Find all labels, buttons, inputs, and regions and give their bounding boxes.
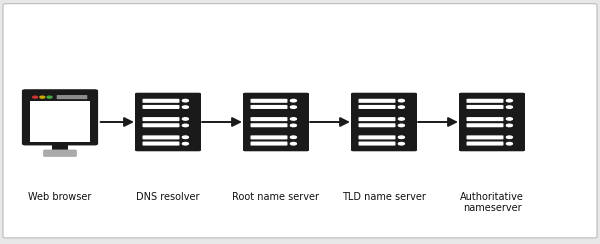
FancyBboxPatch shape xyxy=(251,123,287,127)
FancyBboxPatch shape xyxy=(358,123,395,127)
FancyBboxPatch shape xyxy=(358,99,395,103)
FancyBboxPatch shape xyxy=(143,99,179,103)
FancyBboxPatch shape xyxy=(143,117,179,121)
Circle shape xyxy=(398,118,404,120)
FancyBboxPatch shape xyxy=(247,113,305,131)
FancyBboxPatch shape xyxy=(143,135,179,139)
Circle shape xyxy=(506,99,512,102)
FancyBboxPatch shape xyxy=(43,150,77,157)
Circle shape xyxy=(290,118,296,120)
FancyBboxPatch shape xyxy=(139,131,197,150)
Text: TLD name server: TLD name server xyxy=(342,192,426,202)
FancyBboxPatch shape xyxy=(139,113,197,131)
Text: DNS resolver: DNS resolver xyxy=(136,192,200,202)
FancyBboxPatch shape xyxy=(247,94,305,113)
Bar xyxy=(30,101,90,142)
Circle shape xyxy=(182,142,188,145)
FancyBboxPatch shape xyxy=(466,117,503,121)
FancyBboxPatch shape xyxy=(358,105,395,109)
FancyBboxPatch shape xyxy=(463,131,521,150)
FancyBboxPatch shape xyxy=(3,4,597,238)
Circle shape xyxy=(398,136,404,138)
FancyBboxPatch shape xyxy=(243,93,309,151)
FancyBboxPatch shape xyxy=(466,142,503,146)
Text: Root name server: Root name server xyxy=(233,192,320,202)
FancyBboxPatch shape xyxy=(143,142,179,146)
FancyBboxPatch shape xyxy=(459,93,525,151)
FancyBboxPatch shape xyxy=(355,94,413,113)
Circle shape xyxy=(47,96,52,98)
Circle shape xyxy=(506,118,512,120)
FancyBboxPatch shape xyxy=(143,105,179,109)
FancyBboxPatch shape xyxy=(251,117,287,121)
Circle shape xyxy=(506,124,512,127)
Circle shape xyxy=(506,142,512,145)
Circle shape xyxy=(398,142,404,145)
Circle shape xyxy=(398,99,404,102)
FancyBboxPatch shape xyxy=(57,95,88,99)
FancyBboxPatch shape xyxy=(251,135,287,139)
FancyBboxPatch shape xyxy=(251,142,287,146)
FancyBboxPatch shape xyxy=(22,89,98,145)
Circle shape xyxy=(182,124,188,127)
FancyBboxPatch shape xyxy=(247,131,305,150)
FancyBboxPatch shape xyxy=(466,99,503,103)
Circle shape xyxy=(182,136,188,138)
Circle shape xyxy=(40,96,45,98)
FancyBboxPatch shape xyxy=(466,105,503,109)
Circle shape xyxy=(290,106,296,108)
FancyBboxPatch shape xyxy=(251,105,287,109)
FancyBboxPatch shape xyxy=(143,123,179,127)
FancyBboxPatch shape xyxy=(251,99,287,103)
FancyBboxPatch shape xyxy=(139,94,197,113)
FancyBboxPatch shape xyxy=(351,93,417,151)
Circle shape xyxy=(290,142,296,145)
FancyBboxPatch shape xyxy=(466,123,503,127)
Circle shape xyxy=(398,106,404,108)
FancyBboxPatch shape xyxy=(466,135,503,139)
Text: Authoritative
nameserver: Authoritative nameserver xyxy=(460,192,524,213)
Circle shape xyxy=(506,136,512,138)
FancyBboxPatch shape xyxy=(355,131,413,150)
Circle shape xyxy=(506,106,512,108)
Circle shape xyxy=(182,106,188,108)
Circle shape xyxy=(290,99,296,102)
Bar xyxy=(30,93,90,101)
Circle shape xyxy=(182,118,188,120)
Text: Web browser: Web browser xyxy=(28,192,92,202)
FancyBboxPatch shape xyxy=(135,93,201,151)
FancyBboxPatch shape xyxy=(358,135,395,139)
Circle shape xyxy=(182,99,188,102)
FancyBboxPatch shape xyxy=(358,142,395,146)
Bar xyxy=(52,144,68,152)
FancyBboxPatch shape xyxy=(463,94,521,113)
FancyBboxPatch shape xyxy=(463,113,521,131)
Circle shape xyxy=(398,124,404,127)
FancyBboxPatch shape xyxy=(355,113,413,131)
FancyBboxPatch shape xyxy=(358,117,395,121)
Circle shape xyxy=(290,124,296,127)
Circle shape xyxy=(33,96,37,98)
Circle shape xyxy=(290,136,296,138)
